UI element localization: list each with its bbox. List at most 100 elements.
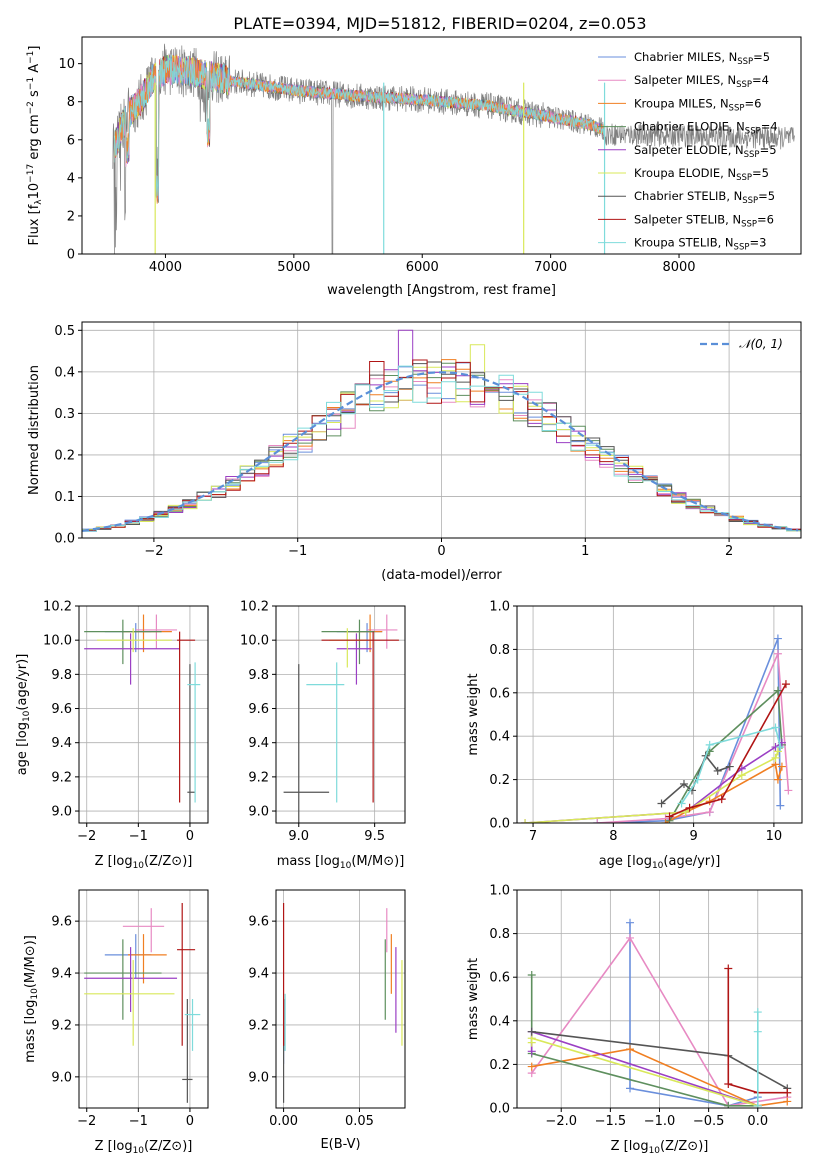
errorbar-point <box>184 999 201 1051</box>
weight-series-line <box>629 922 759 1107</box>
weight-series-marker <box>661 819 670 823</box>
x-axis-label: Z [log10(Z/Z⊙)] <box>95 854 193 871</box>
weight-series-marker <box>724 1101 733 1108</box>
legend-entry: Chabrier MILES, NSSP=5 <box>634 50 770 67</box>
weight-series-marker <box>724 964 733 973</box>
weight-series-marker <box>753 1027 762 1036</box>
weight-series-marker <box>665 812 674 821</box>
y-axis-label: mass weight <box>466 958 481 1040</box>
y-tick-label: 10.2 <box>240 600 269 615</box>
weight-series-marker <box>593 819 602 823</box>
plot-area-age-vs-Z <box>84 614 201 823</box>
weight-series-marker <box>679 779 688 788</box>
weight-series-marker <box>724 1080 733 1089</box>
weight-series-marker <box>737 771 746 780</box>
weight-series-marker <box>783 1088 792 1097</box>
weight-series-line <box>727 968 788 1094</box>
x-tick-label: 6000 <box>406 260 439 275</box>
weight-series-marker <box>626 1045 635 1054</box>
y-tick-label: 10.2 <box>43 600 72 615</box>
y-tick-label: 10.0 <box>240 634 269 649</box>
weight-series-line <box>669 683 787 818</box>
legend-entry: Salpeter STELIB, NSSP=6 <box>634 212 774 229</box>
y-tick-label: 0.6 <box>489 971 510 986</box>
y-tick-label: 9.6 <box>248 702 269 717</box>
y-tick-label: 9.0 <box>248 805 269 820</box>
x-tick-label: 0 <box>186 829 194 844</box>
weight-series-line <box>597 638 782 823</box>
weight-series-marker <box>773 649 782 658</box>
y-tick-label: 0.2 <box>489 773 510 788</box>
x-axis-label: (data-model)/error <box>381 568 502 583</box>
errorbar-point <box>84 947 178 1012</box>
y-tick-label: 0.0 <box>54 532 75 547</box>
x-tick-label: −2 <box>77 829 96 844</box>
weight-series-line <box>530 975 758 1107</box>
plot-area-mass-vs-Z <box>84 902 201 1103</box>
y-tick-label: 9.2 <box>51 770 72 785</box>
errorbar-point <box>306 662 345 803</box>
axes-frame <box>78 605 209 824</box>
weight-series-marker <box>527 971 536 980</box>
y-tick-label: 9.6 <box>248 915 269 930</box>
x-tick-label: 9 <box>689 829 697 844</box>
y-tick-label: 9.2 <box>248 1018 269 1033</box>
x-tick-label: 0.05 <box>345 1114 374 1129</box>
weight-series-marker <box>693 775 702 784</box>
weight-series-marker <box>626 1084 635 1093</box>
x-tick-label: −2.0 <box>545 1114 577 1129</box>
x-tick-label: 1 <box>581 544 589 559</box>
errorbar-point <box>104 934 152 979</box>
errorbar-point <box>177 631 196 803</box>
weight-series-marker <box>626 918 635 927</box>
y-tick-label: 0.1 <box>54 490 75 505</box>
plot-area-mass-vs-ebv <box>282 902 403 1103</box>
axes-frame <box>516 605 803 824</box>
y-tick-label: 0.6 <box>489 686 510 701</box>
y-tick-label: 0.0 <box>489 817 510 832</box>
figure-title: PLATE=0394, MJD=51812, FIBERID=0204, z=0… <box>233 14 646 33</box>
axes-frame <box>275 889 406 1109</box>
weight-series-line <box>597 653 790 823</box>
y-tick-label: 0.8 <box>489 643 510 658</box>
weight-series-line <box>524 751 779 823</box>
weight-series-line <box>668 688 783 822</box>
x-tick-label: −1 <box>129 1114 148 1129</box>
weight-series-line <box>530 1030 759 1107</box>
weight-series-marker <box>776 801 785 810</box>
x-tick-label: 5000 <box>277 260 310 275</box>
axes-age-vs-Z: −2 −1 0 9.0 9.2 9.4 9.6 9.8 10.0 10.2 Z [log10(Z/Z… <box>15 600 209 871</box>
y-tick-label: 9.0 <box>248 1070 269 1085</box>
axes-frame <box>78 889 209 1109</box>
x-tick-label: 0.0 <box>747 1114 768 1129</box>
weight-series-marker <box>685 803 694 812</box>
legend-entry: Kroupa MILES, NSSP=6 <box>634 96 761 113</box>
axes-spectrum: 4000 5000 6000 7000 8000 0 2 4 6 8 10 wavelength [A… <box>26 36 802 298</box>
y-tick-label: 1.0 <box>489 884 510 899</box>
weight-series-marker <box>527 1027 536 1036</box>
weight-series-marker <box>713 766 722 775</box>
x-tick-label: −1 <box>288 544 307 559</box>
spectrum-data-line <box>112 43 795 254</box>
y-tick-label: 0.4 <box>489 1014 510 1029</box>
x-tick-label: −1.0 <box>644 1114 676 1129</box>
y-tick-label: 9.2 <box>51 1018 72 1033</box>
weight-series-marker <box>777 762 786 771</box>
errorbar-point <box>187 664 196 823</box>
axes-weight-vs-age: 7 8 9 10 0.0 0.2 0.4 0.6 0.8 1.0 age [log10(age/yr… <box>466 600 803 871</box>
errorbar-point <box>104 623 152 653</box>
x-tick-label: −1.5 <box>595 1114 627 1129</box>
y-tick-label: 0.3 <box>54 407 75 422</box>
axes-mass-vs-ebv: 0.00 0.05 9.0 9.2 9.4 9.6 E(B-V) <box>248 889 406 1152</box>
x-axis-label: Z [log10(Z/Z⊙)] <box>611 1139 709 1156</box>
y-axis-label: mass weight <box>466 673 481 755</box>
axes-weight-vs-Z: −2.0 −1.5 −1.0 −0.5 0.0 0.0 0.2 0.4 0.6 0.8 1.0 Z [… <box>466 884 803 1156</box>
weight-series-marker <box>753 1101 762 1108</box>
plot-area-residuals <box>82 329 801 534</box>
normal-curve <box>82 371 799 532</box>
weight-series-marker <box>657 799 666 808</box>
x-axis-label: Z [log10(Z/Z⊙)] <box>95 1139 193 1156</box>
y-axis-label: Flux [fλ10−17 erg cm−2 s−1 A−1] <box>26 46 44 246</box>
